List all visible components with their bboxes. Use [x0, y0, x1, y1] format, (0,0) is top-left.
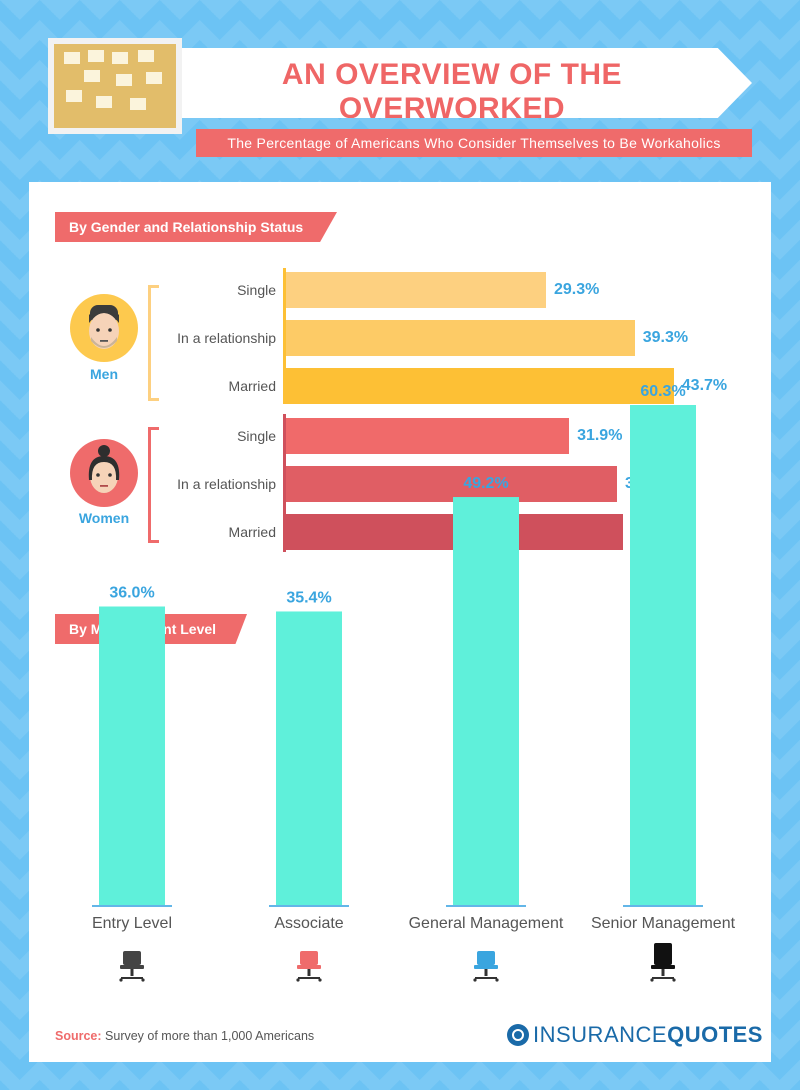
source-text: Survey of more than 1,000 Americans: [105, 1029, 315, 1043]
women-category-label: In a relationship: [177, 476, 276, 492]
management-value-label: 35.4%: [286, 589, 331, 606]
men-category-label: In a relationship: [177, 330, 276, 346]
men-axis: [283, 268, 286, 404]
logo-text-quotes: QUOTES: [667, 1022, 763, 1047]
office-chair-icon: [473, 951, 499, 982]
corkboard-icon: [48, 38, 182, 134]
page-subtitle: The Percentage of Americans Who Consider…: [227, 135, 721, 151]
men-bracket: [148, 285, 159, 401]
source-note: Source: Survey of more than 1,000 Americ…: [55, 1029, 314, 1043]
men-value-label: 43.7%: [681, 377, 728, 394]
men-label: Men: [90, 366, 118, 382]
office-chair-icon: [119, 951, 145, 982]
management-bar: [276, 611, 342, 905]
management-value-label: 60.3%: [640, 383, 685, 400]
management-category-label: Entry Level: [92, 915, 172, 932]
men-value-label: 39.3%: [642, 329, 689, 346]
gender-section-tag: By Gender and Relationship Status: [55, 212, 337, 242]
office-chair-icon: [650, 943, 676, 982]
men-bar: [286, 368, 674, 404]
management-bar: [453, 497, 519, 905]
women-bar: [286, 418, 570, 454]
management-value-label: 49.2%: [463, 475, 508, 492]
management-bar: [99, 606, 165, 905]
logo-text-insurance: INSURANCE: [533, 1022, 668, 1047]
management-category-label: Associate: [274, 915, 343, 932]
insurancequotes-logo: INSURANCE QUOTES: [507, 1020, 763, 1050]
women-category-label: Single: [237, 428, 276, 444]
management-bar-chart: 36.0% Entry Level 35.4% Associate 49.2% Gener…: [92, 383, 736, 982]
men-bar: [286, 272, 546, 308]
source-label: Source:: [55, 1029, 102, 1043]
management-category-label: Senior Management: [591, 915, 736, 932]
women-bracket: [148, 427, 159, 543]
men-bar: [286, 320, 635, 356]
title-banner: AN OVERVIEW OF THE OVERWORKED: [182, 48, 752, 118]
women-axis: [283, 414, 286, 552]
women-bar: [286, 466, 617, 502]
women-label: Women: [78, 510, 130, 526]
man-avatar-icon: [70, 294, 138, 362]
management-value-label: 36.0%: [109, 584, 154, 601]
subtitle-banner: The Percentage of Americans Who Consider…: [196, 129, 752, 157]
men-value-label: 29.3%: [554, 281, 600, 298]
office-chair-icon: [296, 951, 322, 982]
men-category-label: Married: [228, 378, 276, 394]
women-value-label: 31.9%: [577, 427, 623, 444]
woman-avatar-icon: [70, 439, 138, 507]
content-panel: By Gender and Relationship Status Men Wo…: [29, 182, 771, 1062]
page-title: AN OVERVIEW OF THE OVERWORKED: [281, 58, 623, 125]
women-category-label: Married: [228, 524, 276, 540]
management-category-label: General Management: [409, 915, 564, 932]
men-category-label: Single: [237, 282, 276, 298]
management-bar: [630, 405, 696, 905]
logo-mark-icon: [507, 1024, 529, 1046]
